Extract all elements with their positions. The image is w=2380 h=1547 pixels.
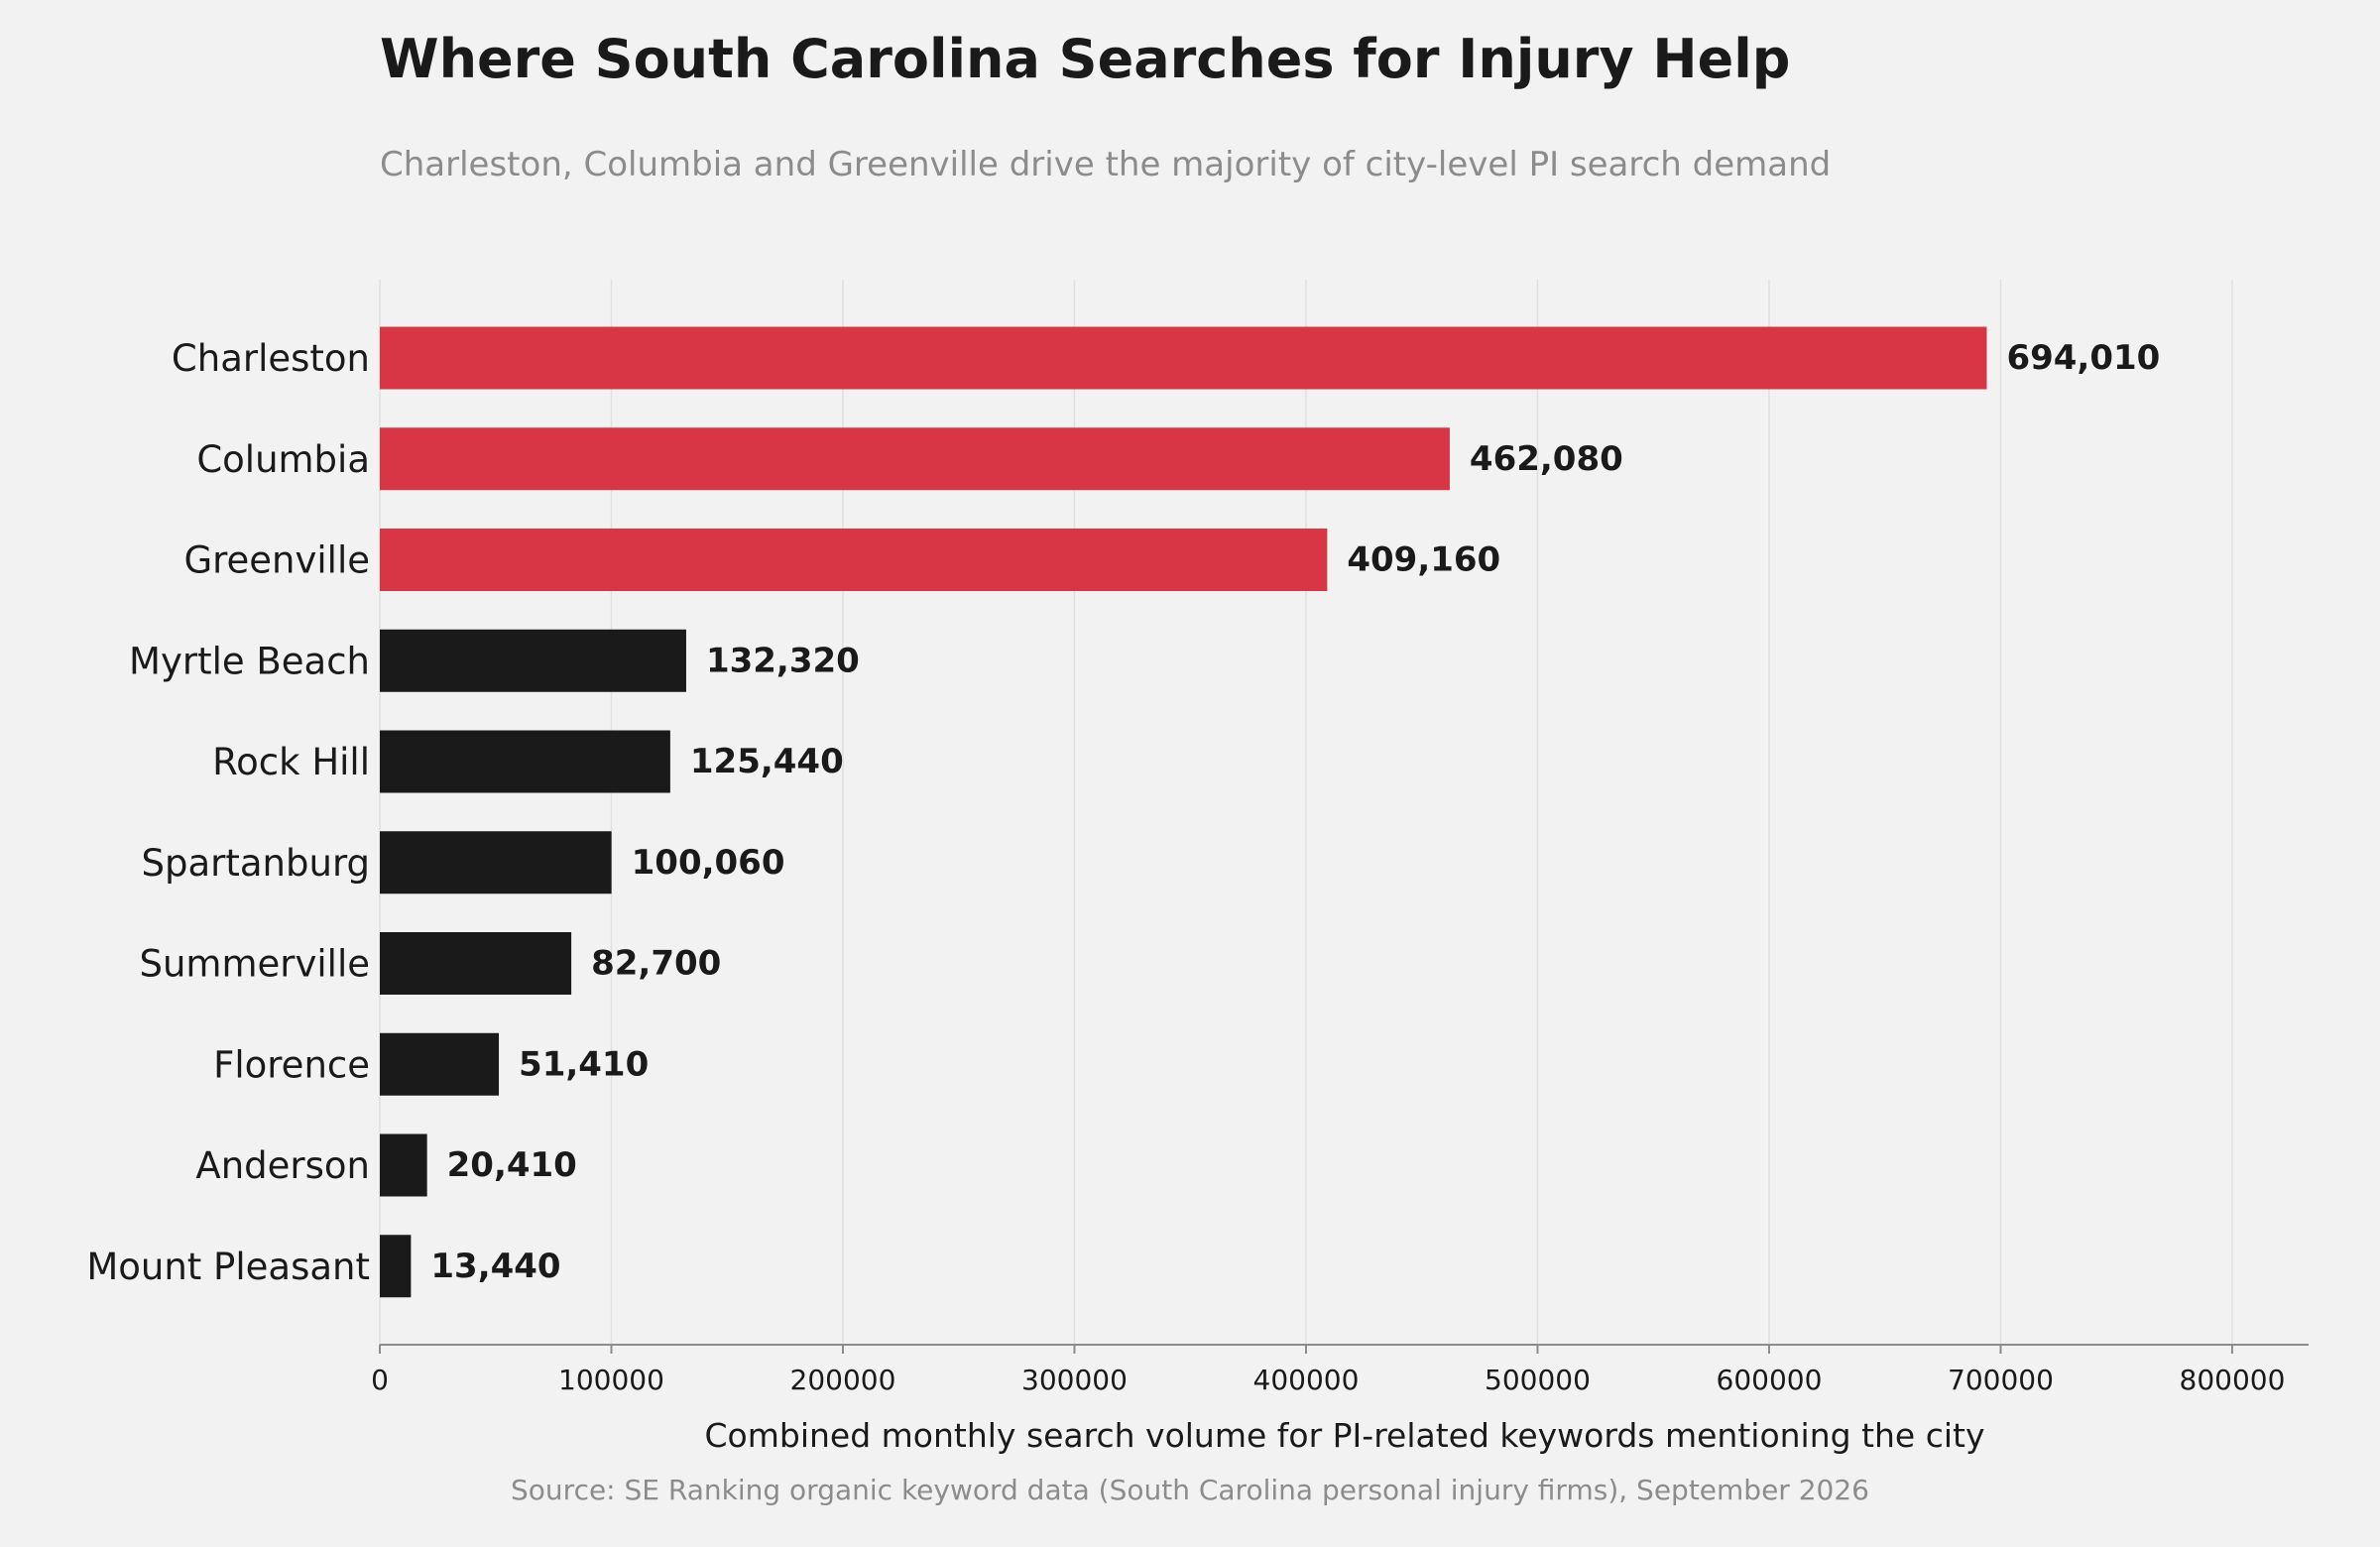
value-label: 20,410 (447, 1145, 577, 1185)
chart-title: Where South Carolina Searches for Injury… (380, 28, 1790, 90)
x-tick-label: 700000 (1948, 1364, 2054, 1396)
category-label: Charleston (172, 337, 370, 380)
x-tick-label: 500000 (1485, 1364, 1591, 1396)
bar (380, 529, 1328, 591)
bar (380, 427, 1450, 491)
value-label: 100,060 (632, 843, 785, 883)
category-label: Florence (213, 1043, 370, 1086)
bar (380, 629, 686, 692)
value-label: 125,440 (690, 742, 844, 781)
x-tick-label: 300000 (1021, 1364, 1128, 1396)
x-axis-label: Combined monthly search volume for PI-re… (705, 1416, 1985, 1455)
bar (380, 1235, 412, 1298)
category-label: Greenville (183, 539, 370, 582)
x-tick-label: 100000 (558, 1364, 664, 1396)
x-tick-label: 200000 (790, 1364, 896, 1396)
x-tick-label: 400000 (1253, 1364, 1360, 1396)
category-label: Mount Pleasant (86, 1246, 370, 1288)
bar (380, 730, 670, 793)
category-labels: Charleston Columbia Greenville Myrtle Beach… (86, 337, 370, 1288)
x-tick-label: 600000 (1717, 1364, 1823, 1396)
value-label: 13,440 (430, 1247, 560, 1286)
value-label: 409,160 (1347, 540, 1500, 580)
category-label: Summerville (140, 943, 371, 986)
value-label: 132,320 (706, 641, 860, 680)
chart-subtitle: Charleston, Columbia and Greenville driv… (380, 145, 1831, 184)
category-label: Columbia (196, 438, 370, 481)
category-label: Myrtle Beach (129, 640, 370, 682)
category-label: Spartanburg (142, 842, 370, 885)
value-label: 462,080 (1470, 439, 1623, 479)
value-labels: 694,010 462,080 409,160 132,320 125,440 100,0… (430, 338, 2160, 1286)
bars (380, 326, 1987, 1298)
value-label: 694,010 (2006, 338, 2160, 378)
value-label: 51,410 (519, 1044, 649, 1084)
x-tick-label: 800000 (2180, 1364, 2286, 1396)
value-label: 82,700 (591, 944, 721, 984)
bar (380, 1133, 427, 1197)
bar (380, 831, 612, 894)
bar (380, 1032, 500, 1096)
category-label: Anderson (195, 1144, 370, 1187)
source-note: Source: SE Ranking organic keyword data … (511, 1474, 1869, 1506)
bar (380, 326, 1987, 390)
x-tick-label: 0 (371, 1364, 389, 1396)
bar (380, 932, 572, 995)
x-axis-ticks: 0 100000 200000 300000 400000 500000 600000 700… (371, 1345, 2285, 1396)
category-label: Rock Hill (212, 741, 370, 783)
